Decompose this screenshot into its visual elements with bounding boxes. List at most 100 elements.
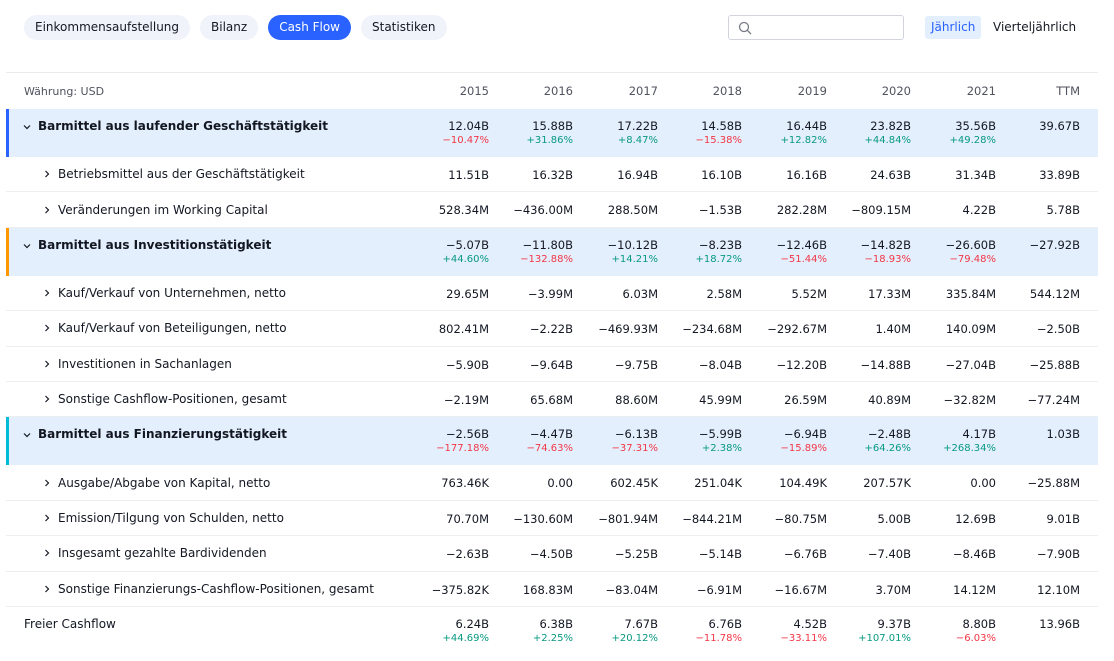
value-cell: 140.09M	[896, 311, 996, 345]
value-cell: −26.60B −79.48%	[896, 228, 996, 276]
value-cell: −809.15M	[811, 192, 911, 226]
chevron-down-icon[interactable]	[22, 430, 32, 440]
column-header: 2020	[881, 84, 911, 98]
tab-balance-sheet[interactable]: Bilanz	[200, 15, 259, 40]
value-cell: −6.94B −15.89%	[727, 417, 827, 465]
value-cell: 6.03M	[558, 276, 658, 310]
table-row[interactable]: Ausgabe/Abgabe von Kapital, netto 763.46K…	[6, 465, 1098, 501]
chevron-right-icon[interactable]	[42, 548, 52, 558]
value-cell: 6.38B +2.25%	[473, 607, 573, 654]
cell-value: −6.13B	[614, 427, 658, 442]
table-row[interactable]: Sonstige Cashflow-Positionen, gesamt −2.1…	[6, 382, 1098, 418]
chevron-right-icon[interactable]	[42, 205, 52, 215]
cell-change: +14.21%	[611, 253, 658, 265]
value-cell: 35.56B +49.28%	[896, 109, 996, 157]
cell-value: 16.44B	[786, 119, 827, 133]
value-cell: −80.75M	[727, 501, 827, 535]
free-cash-flow-row: Freier Cashflow 6.24B +44.69% 6.38B +2.25% 7.…	[6, 607, 1098, 654]
value-cell: −8.46B	[896, 536, 996, 570]
table-row[interactable]: Insgesamt gezahlte Bardividenden −2.63B −4…	[6, 536, 1098, 572]
value-cell: −234.68M	[642, 311, 742, 345]
value-cell: 9.37B +107.01%	[811, 607, 911, 654]
section-row[interactable]: Barmittel aus Investitionstätigkeit −5.07…	[6, 227, 1098, 276]
cell-value: −2.48B	[867, 427, 911, 442]
cell-change: +44.69%	[442, 632, 489, 644]
cell-value: −5.90B	[445, 357, 489, 372]
value-cell: 251.04K	[642, 465, 742, 499]
value-cell: 23.82B +44.84%	[811, 109, 911, 157]
value-cell: −12.46B −51.44%	[727, 228, 827, 276]
tab-cash-flow[interactable]: Cash Flow	[268, 15, 351, 40]
value-cell: −8.04B	[642, 347, 742, 381]
value-cell: −10.12B +14.21%	[558, 228, 658, 276]
value-cell: 0.00	[896, 465, 996, 499]
search-box[interactable]	[728, 15, 904, 40]
chevron-right-icon[interactable]	[42, 584, 52, 594]
row-label-text: Betriebsmittel aus der Geschäftstätigkei…	[58, 167, 305, 182]
chevron-down-icon[interactable]	[22, 241, 32, 251]
search-icon	[738, 21, 752, 35]
cell-change: −177.18%	[436, 443, 489, 455]
period-quarterly-button[interactable]: Vierteljährlich	[993, 20, 1077, 34]
value-cell: −8.23B +18.72%	[642, 228, 742, 276]
value-cell: −5.25B	[558, 536, 658, 570]
period-annual-button[interactable]: Jährlich	[925, 16, 982, 39]
cell-value: 7.67B	[624, 616, 659, 631]
value-cell: 7.67B +20.12%	[558, 607, 658, 654]
chevron-right-icon[interactable]	[42, 288, 52, 298]
value-cell: −77.24M	[980, 382, 1080, 416]
table-row[interactable]: Investitionen in Sachanlagen −5.90B −9.64B…	[6, 347, 1098, 382]
table-row[interactable]: Kauf/Verkauf von Beteiligungen, netto 802…	[6, 311, 1098, 347]
cell-change: −15.89%	[780, 443, 827, 455]
row-label-text: Freier Cashflow	[24, 616, 116, 631]
chevron-right-icon[interactable]	[42, 394, 52, 404]
cell-value: −14.82B	[860, 237, 911, 252]
table-row[interactable]: Emission/Tilgung von Schulden, netto 70.7…	[6, 501, 1098, 537]
row-label: Insgesamt gezahlte Bardividenden	[42, 536, 267, 570]
table-row[interactable]: Betriebsmittel aus der Geschäftstätigkei…	[6, 157, 1098, 193]
value-cell: −32.82M	[896, 382, 996, 416]
value-cell: −27.04B	[896, 347, 996, 381]
value-cell: 3.70M	[811, 572, 911, 606]
value-cell: 17.33M	[811, 276, 911, 310]
value-cell: 24.63B	[811, 157, 911, 191]
value-cell: 5.00B	[811, 501, 912, 535]
table-row[interactable]: Veränderungen im Working Capital 528.34M −…	[6, 192, 1098, 228]
cell-value: 282.28M	[776, 203, 827, 218]
tab-statistics[interactable]: Statistiken	[361, 15, 447, 40]
chevron-right-icon[interactable]	[42, 513, 52, 523]
value-cell: −801.94M	[558, 501, 658, 535]
section-accent-bar	[6, 109, 9, 157]
value-cell: −7.40B	[811, 536, 911, 570]
column-header: 2016	[543, 84, 573, 98]
cell-value: 17.33M	[868, 286, 911, 301]
cell-value: 251.04K	[694, 476, 742, 491]
chevron-down-icon[interactable]	[22, 122, 32, 132]
cell-value: −32.82M	[943, 392, 996, 407]
value-cell: 5.78B	[980, 192, 1081, 226]
section-row[interactable]: Barmittel aus laufender Geschäftstätigke…	[6, 109, 1098, 157]
value-cell: 4.22B	[896, 192, 997, 226]
cell-value: 16.10B	[701, 168, 742, 182]
value-cell: 16.44B +12.82%	[727, 109, 827, 157]
search-input[interactable]	[757, 18, 897, 37]
chevron-right-icon[interactable]	[42, 169, 52, 179]
row-label: Veränderungen im Working Capital	[42, 192, 268, 226]
cell-value: 544.12M	[1029, 286, 1080, 301]
row-label: Barmittel aus laufender Geschäftstätigke…	[22, 109, 328, 157]
section-row[interactable]: Barmittel aus Finanzierungstätigkeit −2.5…	[6, 417, 1098, 466]
cell-value: 140.09M	[945, 322, 996, 337]
chevron-right-icon[interactable]	[42, 478, 52, 488]
cell-value: 4.52B	[793, 616, 828, 631]
chevron-right-icon[interactable]	[42, 359, 52, 369]
value-cell: 6.24B +44.69%	[389, 607, 489, 654]
table-row[interactable]: Kauf/Verkauf von Unternehmen, netto 29.65…	[6, 276, 1098, 312]
tab-income-statement[interactable]: Einkommensaufstellung	[24, 15, 191, 40]
cell-change: +44.84%	[864, 135, 911, 146]
cell-value: −27.04B	[945, 357, 996, 372]
row-label-text: Ausgabe/Abgabe von Kapital, netto	[58, 475, 271, 490]
cell-value: 12.69B	[955, 511, 996, 526]
table-row[interactable]: Sonstige Finanzierungs-Cashflow-Position…	[6, 572, 1098, 607]
chevron-right-icon[interactable]	[42, 323, 52, 333]
value-cell: 26.59M	[727, 382, 827, 416]
